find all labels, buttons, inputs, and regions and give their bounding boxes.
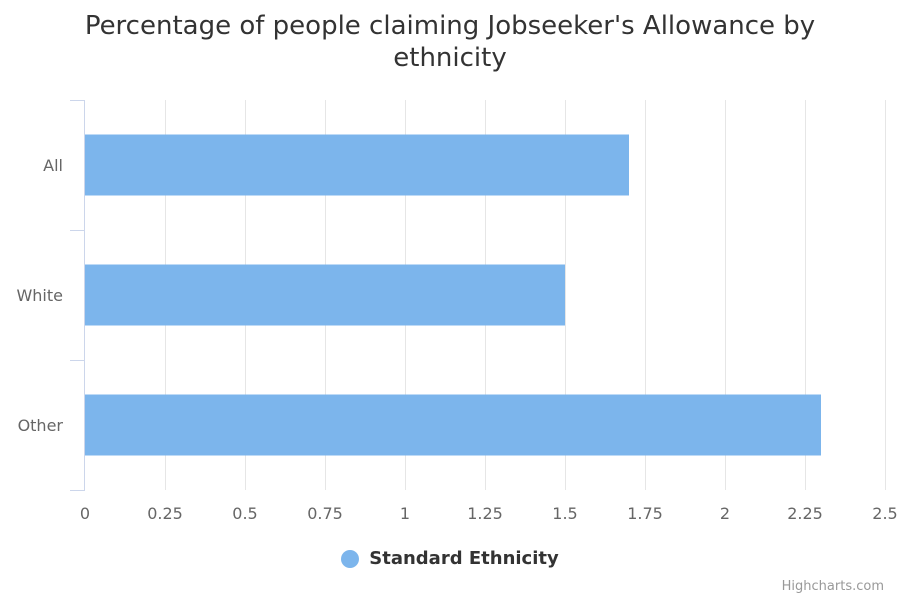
x-tick-label: 1.25 [467,504,503,523]
legend-label: Standard Ethnicity [369,548,559,569]
chart-title-text: Percentage of people claiming Jobseeker'… [84,11,816,73]
bar[interactable] [85,264,565,326]
category-label: All [43,156,63,175]
legend-item-standard-ethnicity[interactable]: Standard Ethnicity [341,548,559,569]
x-tick-label: 2.5 [872,504,897,523]
x-tick-label: 2.25 [787,504,823,523]
x-tick-label: 2 [720,504,730,523]
category-label: Other [18,416,64,435]
bar[interactable] [85,394,821,456]
credits-link[interactable]: Highcharts.com [781,579,884,594]
x-tick-label: 1 [400,504,410,523]
chart-title: Percentage of people claiming Jobseeker'… [0,10,900,74]
legend-marker [341,549,360,568]
x-tick-label: 1.75 [627,504,663,523]
x-tick-label: 1.5 [552,504,577,523]
bar[interactable] [85,134,629,196]
x-tick-label: 0.75 [307,504,343,523]
x-tick-label: 0 [80,504,90,523]
x-tick-label: 0.5 [232,504,257,523]
category-label: White [16,286,63,305]
legend: Standard Ethnicity [0,548,900,572]
x-tick-label: 0.25 [147,504,183,523]
